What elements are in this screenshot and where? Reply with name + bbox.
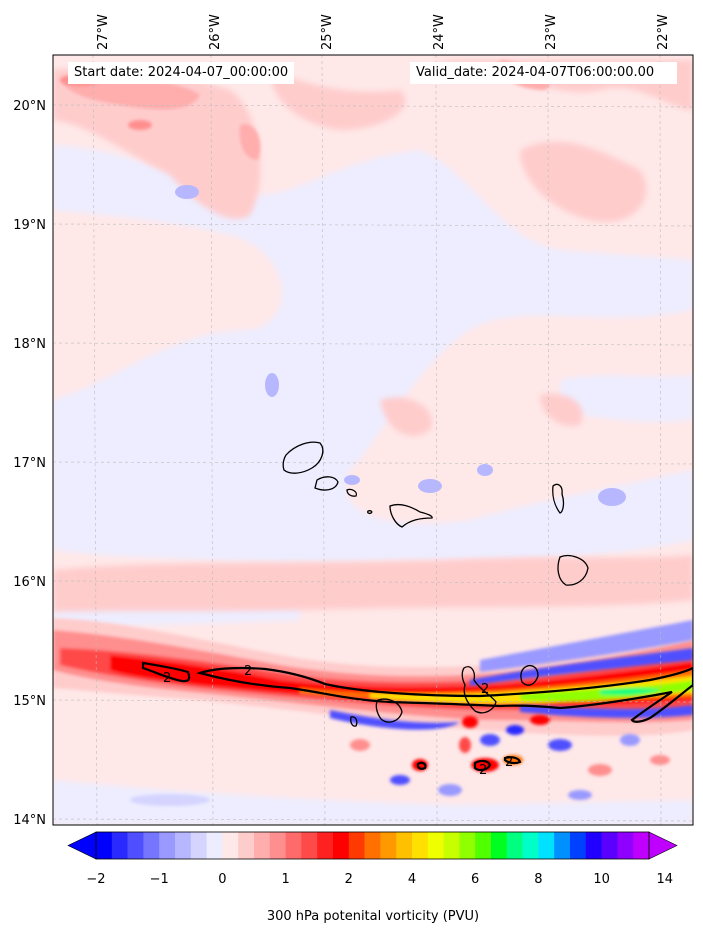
- colorbar-cell: [206, 832, 223, 859]
- contour-label: 2: [505, 755, 513, 770]
- colorbar-extend-low: [67, 831, 97, 860]
- colorbar-tick-label: 0: [218, 872, 226, 887]
- colorbar-label: 300 hPa potenital vorticity (PVU): [267, 909, 479, 924]
- colorbar-tick-label: 2: [345, 872, 353, 887]
- colorbar-cell: [491, 832, 508, 859]
- lon-label: 23°W: [544, 14, 559, 50]
- contour-label: 2: [481, 682, 489, 697]
- lat-label: 17°N: [13, 456, 46, 471]
- colorbar-tick-label: −1: [150, 872, 169, 887]
- lon-label: 26°W: [208, 14, 223, 50]
- colorbar-cell: [175, 832, 192, 859]
- colorbar-cell: [254, 832, 271, 859]
- colorbar-tick-label: 6: [471, 872, 479, 887]
- colorbar-tick-label: 4: [408, 872, 416, 887]
- lat-axis-labels: 20°N 19°N 18°N 17°N 16°N 15°N 14°N: [13, 99, 46, 828]
- colorbar-cell: [96, 832, 113, 859]
- colorbar-cell: [190, 832, 207, 859]
- colorbar-extend-high: [648, 831, 678, 860]
- map-frame: [52, 54, 694, 826]
- colorbar-cell: [269, 832, 286, 859]
- lat-label: 18°N: [13, 337, 46, 352]
- colorbar-cell: [554, 832, 571, 859]
- colorbar-cell: [348, 832, 365, 859]
- start-date-label: Start date: 2024-04-07_00:00:00: [68, 62, 295, 84]
- lat-label: 15°N: [13, 694, 46, 709]
- gridlines: [53, 55, 693, 825]
- contour-label: 2: [479, 763, 487, 778]
- lat-label: 14°N: [13, 813, 46, 828]
- pv-field: 2 2 2 2 2: [53, 55, 693, 825]
- colorbar-cell: [364, 832, 381, 859]
- lon-label: 22°W: [656, 14, 671, 50]
- colorbar-frame: [95, 831, 650, 860]
- colorbar-tick-label: 8: [534, 872, 542, 887]
- colorbar-cell: [506, 832, 523, 859]
- pv-2-contour: [141, 661, 693, 772]
- lat-label: 20°N: [13, 99, 46, 114]
- colorbar-cell: [412, 832, 429, 859]
- valid-date-label: Valid_date: 2024-04-07T06:00:00.00: [410, 62, 677, 84]
- colorbar-cell: [111, 832, 128, 859]
- lat-label: 19°N: [13, 218, 46, 233]
- colorbar-cell: [617, 832, 634, 859]
- colorbar-cell: [222, 832, 239, 859]
- colorbar-tick-label: −2: [86, 872, 105, 887]
- colorbar-cell: [396, 832, 413, 859]
- colorbar-cell: [570, 832, 587, 859]
- colorbar-cell: [333, 832, 350, 859]
- colorbar-cell: [522, 832, 539, 859]
- colorbar-cell: [159, 832, 176, 859]
- colorbar-cell: [285, 832, 302, 859]
- contour-label: 2: [244, 664, 252, 679]
- lon-axis-labels: 27°W 26°W 25°W 24°W 23°W 22°W: [96, 14, 671, 50]
- colorbar-cell: [459, 832, 476, 859]
- colorbar-cell: [380, 832, 397, 859]
- colorbar-cell: [427, 832, 444, 859]
- colorbar-cell: [475, 832, 492, 859]
- colorbar-cells: [96, 832, 650, 859]
- colorbar-cell: [127, 832, 144, 859]
- contour-label: 2: [163, 671, 171, 686]
- lat-label: 16°N: [13, 575, 46, 590]
- colorbar-cell: [633, 832, 650, 859]
- colorbar-cell: [538, 832, 555, 859]
- colorbar-ticks: −2 −1 0 1 2 4 6 8 10 14: [86, 872, 673, 887]
- colorbar-cell: [238, 832, 255, 859]
- colorbar-tick-label: 10: [593, 872, 610, 887]
- colorbar: −2 −1 0 1 2 4 6 8 10 14 300 hPa potenita…: [67, 831, 678, 924]
- colorbar-cell: [301, 832, 318, 859]
- lon-label: 25°W: [320, 14, 335, 50]
- lon-label: 27°W: [96, 14, 111, 50]
- colorbar-tick-label: 14: [657, 872, 674, 887]
- lon-label: 24°W: [432, 14, 447, 50]
- colorbar-cell: [585, 832, 602, 859]
- colorbar-cell: [143, 832, 160, 859]
- colorbar-cell: [443, 832, 460, 859]
- contour-labels: 2 2 2 2 2: [163, 664, 513, 778]
- colorbar-cell: [601, 832, 618, 859]
- colorbar-tick-label: 1: [281, 872, 289, 887]
- colorbar-cell: [317, 832, 334, 859]
